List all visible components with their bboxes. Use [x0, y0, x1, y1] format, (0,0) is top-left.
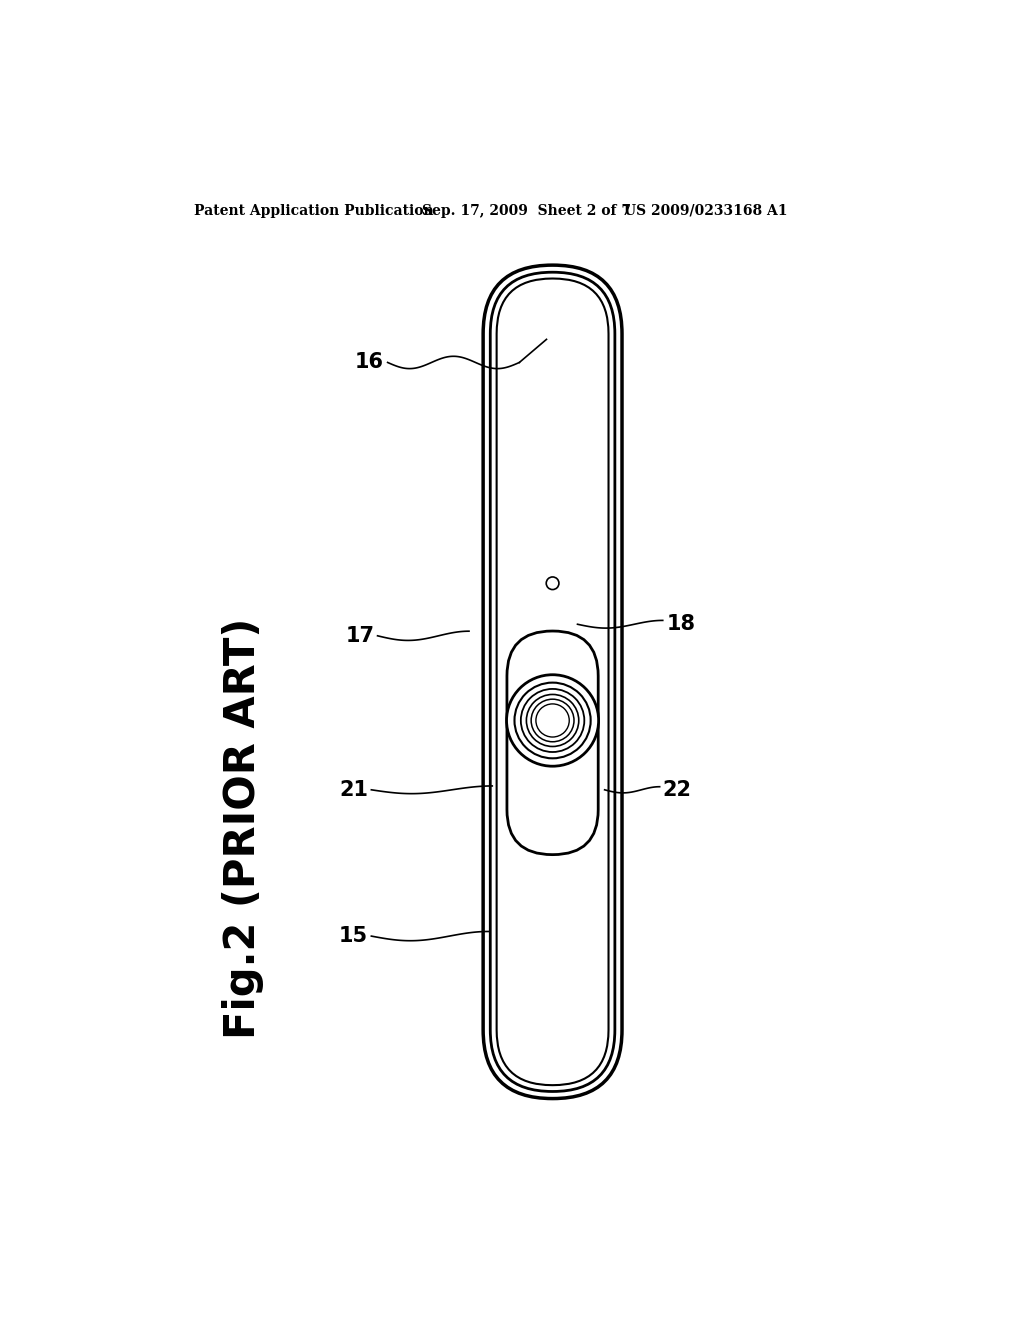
Circle shape: [536, 704, 569, 737]
Circle shape: [546, 577, 559, 590]
Text: 18: 18: [667, 614, 695, 634]
Circle shape: [521, 689, 585, 752]
Text: 17: 17: [345, 626, 375, 645]
Circle shape: [507, 675, 599, 766]
Text: 16: 16: [354, 352, 384, 372]
Text: 21: 21: [339, 780, 369, 800]
FancyBboxPatch shape: [507, 631, 598, 854]
Circle shape: [514, 682, 591, 758]
FancyBboxPatch shape: [490, 272, 614, 1092]
FancyBboxPatch shape: [483, 265, 622, 1098]
Text: Patent Application Publication: Patent Application Publication: [194, 203, 433, 218]
Text: Sep. 17, 2009  Sheet 2 of 7: Sep. 17, 2009 Sheet 2 of 7: [423, 203, 632, 218]
Circle shape: [526, 694, 579, 747]
Text: US 2009/0233168 A1: US 2009/0233168 A1: [624, 203, 787, 218]
Circle shape: [531, 700, 574, 742]
Text: 15: 15: [339, 927, 369, 946]
Text: Fig.2 (PRIOR ART): Fig.2 (PRIOR ART): [222, 618, 264, 1039]
FancyBboxPatch shape: [497, 279, 608, 1085]
Text: 22: 22: [663, 780, 692, 800]
